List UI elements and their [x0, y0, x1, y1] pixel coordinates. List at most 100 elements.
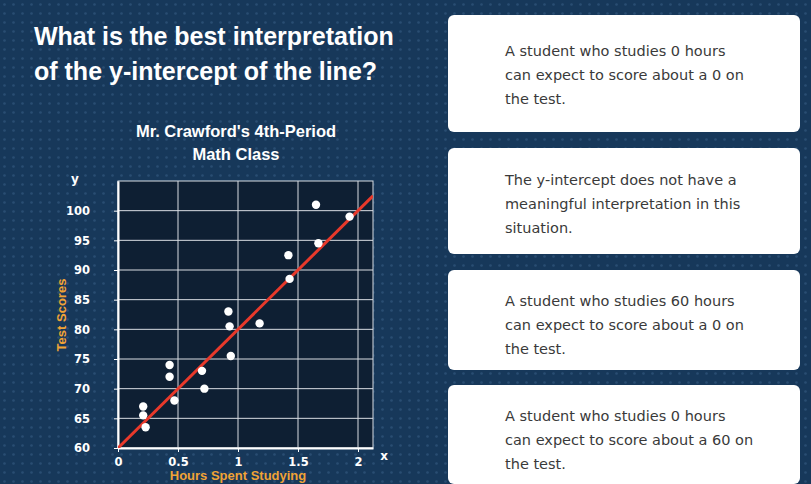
background [0, 0, 811, 484]
answer-box[interactable] [448, 148, 800, 254]
data-point [225, 322, 233, 330]
answer-text[interactable]: can expect to score about a 0 on [505, 317, 744, 333]
data-point [314, 239, 322, 247]
data-point [165, 361, 173, 369]
data-point [141, 423, 149, 431]
answer-text[interactable]: A student who studies 60 hours [505, 293, 735, 309]
y-tick-label: 100 [66, 204, 90, 218]
y-tick-label: 95 [74, 234, 90, 248]
y-tick-label: 65 [74, 412, 90, 426]
data-point [200, 384, 208, 392]
data-point [198, 367, 206, 375]
y-tick-label: 85 [74, 293, 90, 307]
x-tick: 1 [234, 448, 242, 469]
y-tick-label: 70 [74, 382, 90, 396]
grid-line [118, 270, 373, 271]
grid-line [118, 210, 373, 211]
page: What is the best interpretation of the y-… [0, 0, 811, 484]
answer-text[interactable]: can expect to score about a 60 on [505, 432, 753, 448]
y-tick-label: 80 [74, 323, 90, 337]
data-point [139, 402, 147, 410]
answer-option[interactable]: A student who studies 60 hours can expect… [448, 270, 800, 370]
y-tick-mark [114, 240, 118, 241]
x-axis-label: Hours Spent Studying [170, 468, 307, 483]
y-tick: 85 [74, 293, 118, 307]
grid-line [358, 181, 359, 448]
trend-line [118, 196, 373, 448]
answer-option[interactable]: A student who studies 0 hours can expect … [448, 385, 800, 484]
question-text: of the y-intercept of the line? [34, 57, 377, 85]
plot-background [118, 181, 373, 448]
chart-title: Math Class [192, 145, 279, 163]
y-tick-label: 60 [74, 441, 90, 455]
y-tick: 100 [66, 204, 118, 218]
grid-line [238, 181, 239, 448]
y-tick-mark [114, 448, 118, 449]
x-tick-mark [178, 448, 179, 452]
answer-box[interactable] [448, 15, 800, 132]
data-point [284, 251, 292, 259]
grid-line [118, 448, 373, 449]
grid-line [118, 240, 373, 241]
grid [118, 181, 373, 448]
answer-option[interactable]: A student who studies 0 hours can expect … [448, 15, 800, 132]
plot-frame [118, 181, 373, 448]
background-pattern [0, 0, 811, 484]
data-point [345, 212, 353, 220]
question-text: What is the best interpretation [34, 22, 394, 50]
x-axis: 0 0.5 1 1.5 2 [114, 448, 373, 469]
y-tick: 70 [74, 382, 118, 396]
x-tick: 1.5 [288, 448, 308, 469]
y-tick: 80 [74, 323, 118, 337]
x-tick-label: 2 [354, 455, 362, 469]
y-axis-name: y [71, 172, 79, 186]
data-point [170, 396, 178, 404]
question: What is the best interpretation of the y-… [34, 22, 394, 85]
answer-box[interactable] [448, 385, 800, 484]
grid-line [118, 329, 373, 330]
answer-text[interactable]: can expect to score about a 0 on [505, 67, 744, 83]
answer-text[interactable]: A student who studies 0 hours [505, 408, 725, 424]
y-tick-mark [114, 270, 118, 271]
y-tick: 75 [74, 352, 118, 366]
answer-text[interactable]: The y-intercept does not have a [504, 172, 737, 188]
answer-text[interactable]: the test. [505, 91, 566, 107]
data-point [139, 411, 147, 419]
x-axis-name: x [380, 449, 388, 463]
grid-line [118, 181, 119, 448]
y-tick-mark [114, 211, 118, 212]
data-point [165, 373, 173, 381]
y-axis-label: Test Scores [54, 279, 69, 352]
grid-line [118, 359, 373, 360]
answer-text[interactable]: A student who studies 0 hours [505, 43, 725, 59]
grid-line [118, 299, 373, 300]
y-tick-mark [114, 389, 118, 390]
answer-option[interactable]: The y-intercept does not have a meaningfu… [448, 148, 800, 254]
x-tick: 2 [354, 448, 362, 469]
answer-text[interactable]: the test. [505, 341, 566, 357]
y-tick-mark [114, 300, 118, 301]
y-tick: 60 [74, 441, 118, 455]
y-tick-mark [114, 418, 118, 419]
chart: Mr. Crawford's 4th-PeriodMath Class00.51… [54, 122, 388, 483]
grid-line [118, 418, 373, 419]
data-point [312, 201, 320, 209]
marks [118, 196, 373, 448]
y-tick: 95 [74, 234, 118, 248]
y-tick-label: 90 [74, 263, 90, 277]
data-point [224, 307, 232, 315]
y-axis-line [118, 182, 120, 449]
y-axis: 60 65 70 75 80 85 90 95 100 [66, 182, 119, 456]
x-tick-mark [238, 448, 239, 452]
data-point [227, 352, 235, 360]
grid-line [298, 181, 299, 448]
y-tick-label: 75 [74, 352, 90, 366]
x-tick-mark [118, 448, 119, 452]
answer-text[interactable]: situation. [505, 220, 573, 236]
x-tick: 0 [114, 448, 122, 469]
answer-text[interactable]: meaningful interpretation in this [505, 196, 740, 212]
x-tick: 0.5 [168, 448, 188, 469]
answer-box[interactable] [448, 270, 800, 370]
y-tick: 90 [74, 263, 118, 277]
answer-text[interactable]: the test. [505, 456, 566, 472]
